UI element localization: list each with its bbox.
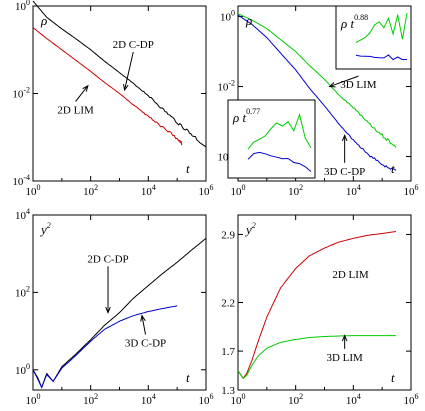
arrow-head <box>82 84 89 92</box>
annotation-label: 3D C-DP <box>324 166 365 178</box>
x-axis-label: t <box>186 370 190 385</box>
inset-label: ρ t0.77 <box>232 107 260 125</box>
arrow-head <box>105 306 111 314</box>
annotation-arrow <box>329 75 359 88</box>
annotation-label: 2D C-DP <box>113 39 154 51</box>
series-line <box>237 13 397 148</box>
y-tick-label: 102 <box>15 284 30 299</box>
annotation-label: 3D LIM <box>340 79 377 91</box>
x-axis-label: t <box>186 161 190 176</box>
x-axis-label: t <box>391 161 395 176</box>
series-line <box>32 0 207 148</box>
series-line <box>237 231 396 380</box>
x-tick-label: 104 <box>346 183 361 198</box>
y-tick-label: 10-2 <box>217 79 235 94</box>
panel-bottom-left: 100 102 104 106 100 102 104 2D C-DP 3D C-DP y2 t <box>15 207 214 407</box>
x-tick-label: 102 <box>83 183 98 198</box>
x-tick-label: 100 <box>26 392 41 407</box>
y-tick-label: 10-4 <box>12 173 30 188</box>
annotation-label: 2D C-DP <box>87 253 128 265</box>
panel-bottom-right: 100 102 104 106 1.3 1.7 2.2 2.9 2D LIM 3D LIM y2 t <box>221 214 419 407</box>
inset-0: ρ t0.88 <box>335 5 412 70</box>
inset-series-line <box>355 54 408 61</box>
y-tick-label: 1.7 <box>221 346 235 358</box>
arrow-head <box>328 82 336 88</box>
annotation-label: 3D LIM <box>326 352 363 364</box>
panel-top-left: 100 102 104 106 100 10-2 10-4 2D C-DP 2D LIM ρ t <box>12 0 213 198</box>
y-tick-label: 2.2 <box>221 298 235 310</box>
y-axis-label: ρ <box>40 13 47 28</box>
y-tick-label: 10-2 <box>12 86 30 101</box>
arrow-head <box>140 314 146 322</box>
arrow-head <box>123 84 129 92</box>
x-axis-label: t <box>391 370 395 385</box>
x-tick-label: 106 <box>404 183 419 198</box>
x-tick-label: 100 <box>26 183 41 198</box>
x-tick-label: 102 <box>288 392 303 407</box>
inset-series-line <box>247 151 312 172</box>
series-line <box>237 335 396 380</box>
annotation-label: 2D LIM <box>332 269 369 281</box>
inset-1: ρ t0.77 <box>227 99 316 179</box>
y-tick-label: 104 <box>15 207 30 222</box>
x-tick-label: 106 <box>199 392 214 407</box>
x-tick-label: 102 <box>83 392 98 407</box>
x-tick-label: 106 <box>199 183 214 198</box>
arrow-head <box>341 334 348 342</box>
series-line <box>237 14 397 171</box>
y-axis-label: y2 <box>244 221 256 237</box>
x-tick-label: 100 <box>231 183 246 198</box>
y-tick-label: 100 <box>15 0 30 13</box>
x-tick-label: 104 <box>141 183 156 198</box>
plot-frame <box>237 214 412 391</box>
series-line <box>32 27 183 146</box>
y-tick-label: 100 <box>15 362 30 377</box>
x-tick-label: 104 <box>346 392 361 407</box>
y-tick-label: 2.9 <box>221 229 235 241</box>
y-axis-label: ρ <box>245 13 252 28</box>
annotation-arrow <box>124 51 134 91</box>
annotation-label: 3D C-DP <box>125 337 166 349</box>
annotation-arrow <box>141 315 147 335</box>
x-tick-label: 100 <box>231 392 246 407</box>
annotation-arrow <box>75 85 89 102</box>
x-tick-label: 104 <box>141 392 156 407</box>
annotation-label: 2D LIM <box>57 104 94 116</box>
arrow-head <box>341 134 348 142</box>
y-axis-label: y2 <box>39 221 51 237</box>
inset-frame <box>227 99 316 179</box>
inset-series-line <box>355 13 408 43</box>
y-tick-label: 1.3 <box>221 385 235 397</box>
inset-label: ρ t0.88 <box>340 13 368 31</box>
y-tick-label: 100 <box>220 9 235 24</box>
x-tick-label: 102 <box>288 183 303 198</box>
plot-frame <box>32 214 207 391</box>
series-line <box>32 305 178 389</box>
inset-series-line <box>247 112 312 150</box>
x-tick-label: 106 <box>404 392 419 407</box>
